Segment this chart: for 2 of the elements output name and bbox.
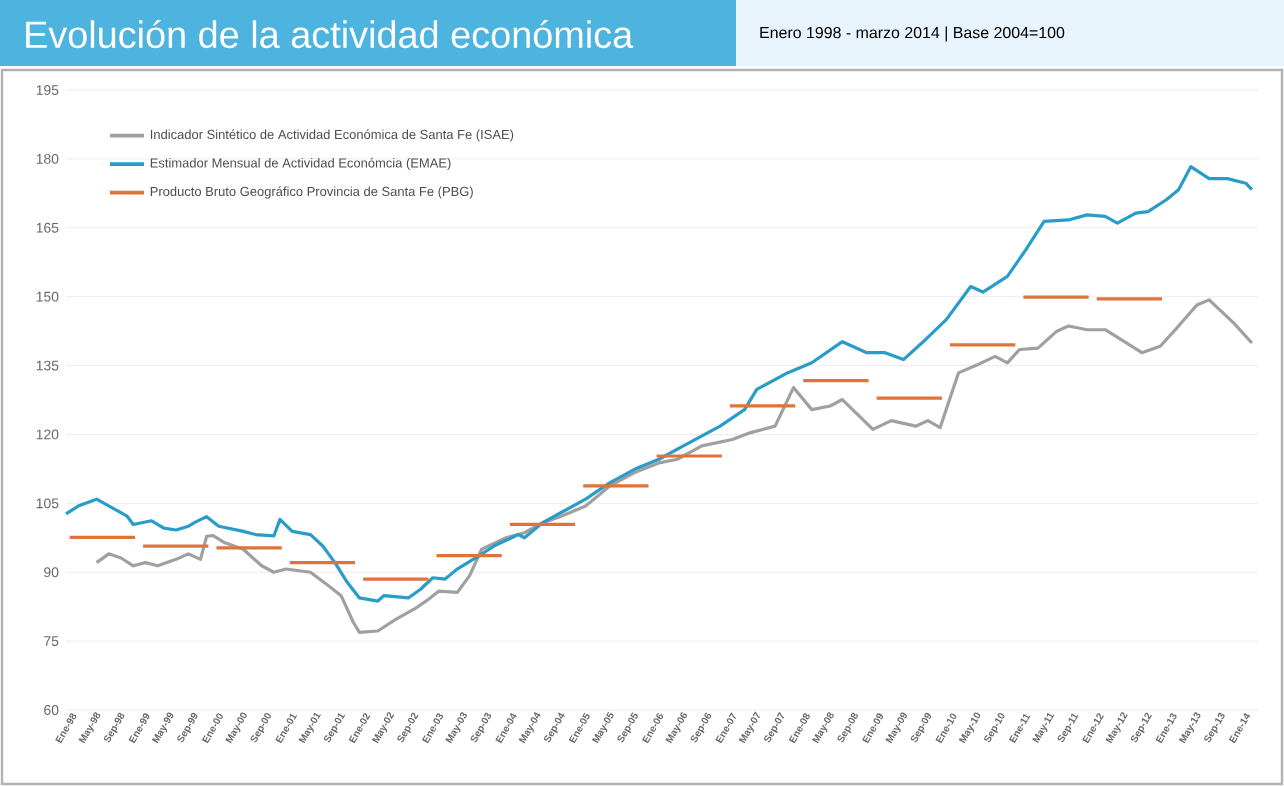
chart-title: Evolución de la actividad económica (26, 19, 634, 49)
line-series (94, 298, 1254, 634)
